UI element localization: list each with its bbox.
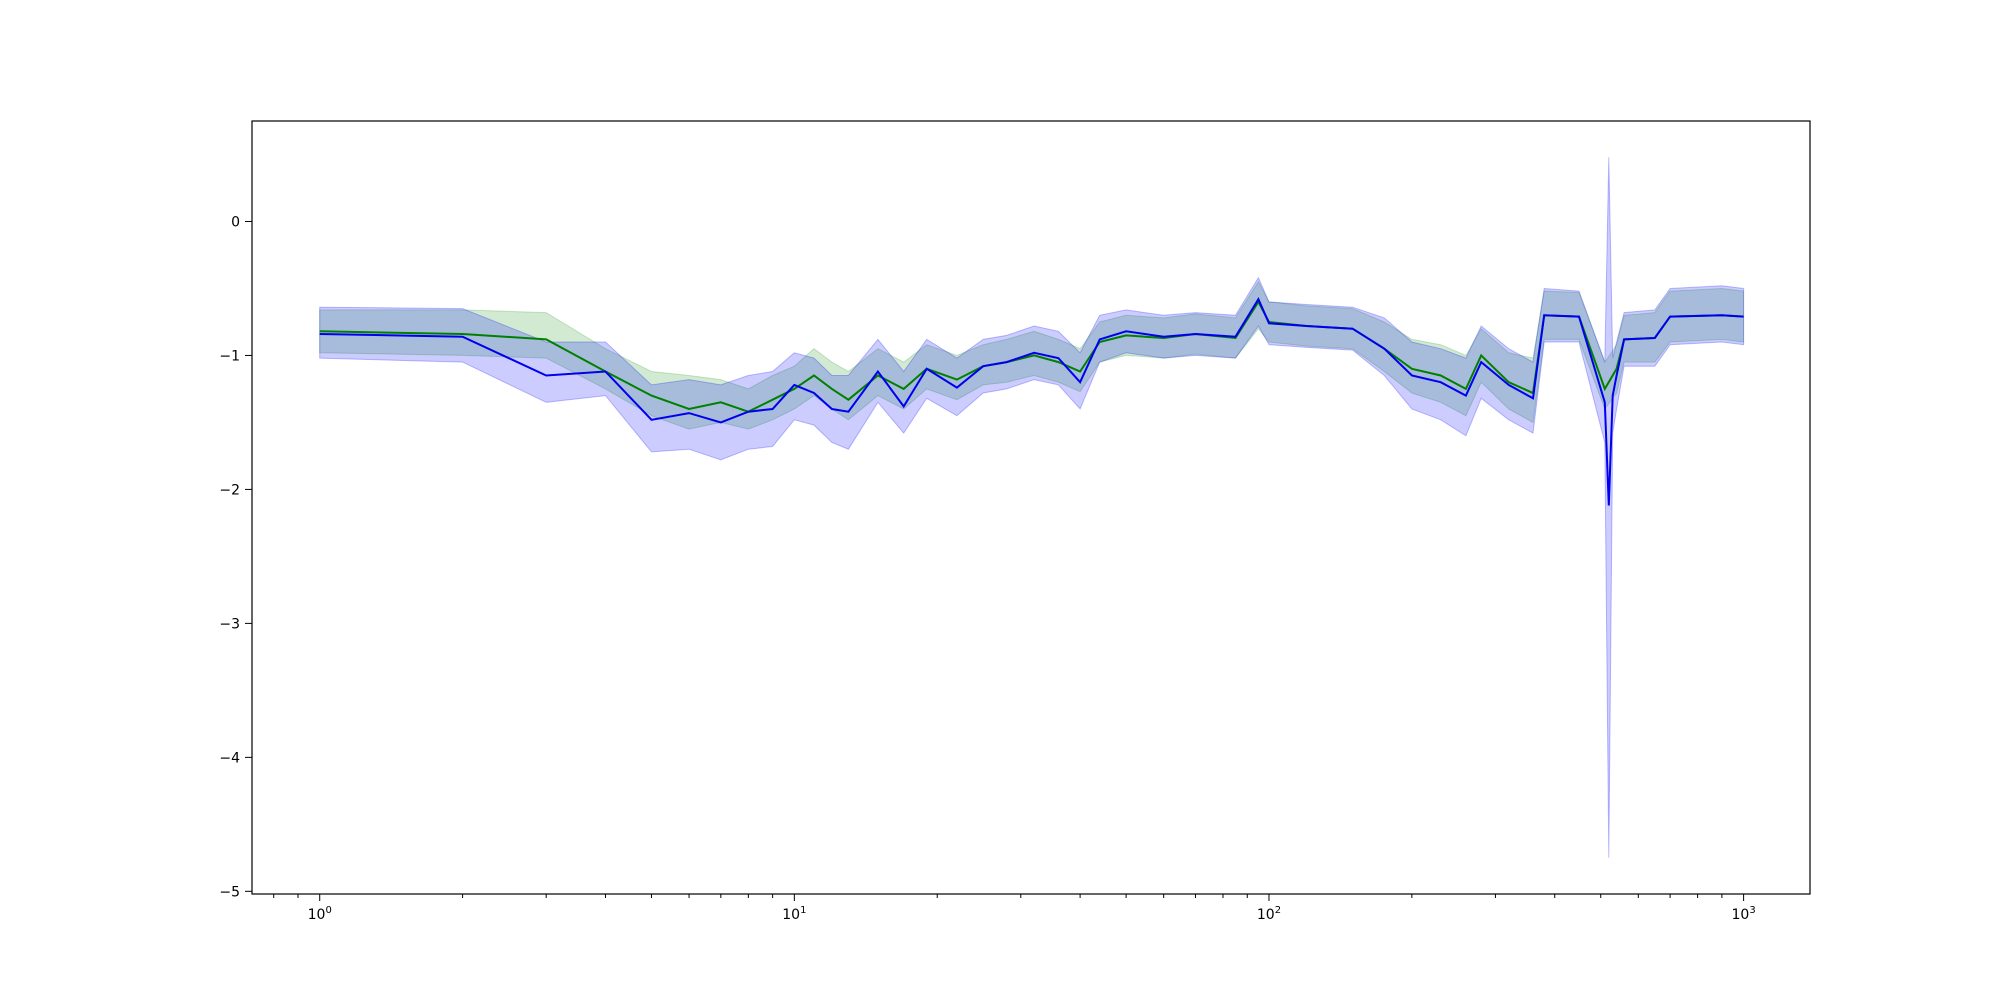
series-lines: [319, 297, 1744, 506]
y-tick-label: −5: [219, 884, 240, 900]
y-tick-label: −4: [219, 750, 240, 766]
series-1-line: [319, 297, 1744, 506]
y-tick-label: −2: [219, 482, 240, 498]
y-tick-label: −1: [219, 348, 240, 364]
series-1-band: [319, 157, 1745, 858]
plot-frame: [251, 120, 1811, 895]
y-tick-label: −3: [219, 616, 240, 632]
y-axis-ticks: 0 −1 −2 −3 −4 −5: [219, 214, 252, 900]
y-tick-label: 0: [231, 214, 240, 230]
